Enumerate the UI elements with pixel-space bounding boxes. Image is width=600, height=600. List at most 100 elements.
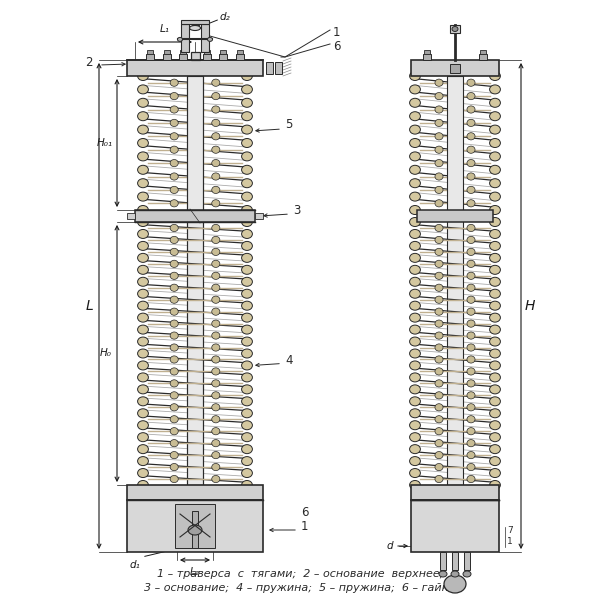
Ellipse shape [242, 112, 253, 121]
Ellipse shape [410, 125, 421, 134]
Ellipse shape [467, 260, 475, 268]
Ellipse shape [490, 397, 500, 406]
Bar [135, 210, 255, 222]
Bar [127, 60, 263, 76]
Ellipse shape [410, 337, 421, 346]
Ellipse shape [435, 332, 443, 339]
Ellipse shape [410, 481, 421, 490]
Ellipse shape [137, 217, 148, 226]
Ellipse shape [242, 373, 253, 382]
Ellipse shape [410, 277, 421, 286]
Ellipse shape [435, 296, 443, 304]
Ellipse shape [212, 160, 220, 167]
Ellipse shape [137, 337, 148, 346]
Ellipse shape [137, 98, 148, 107]
Bar [127, 213, 135, 219]
Ellipse shape [435, 224, 443, 232]
Ellipse shape [490, 385, 500, 394]
Ellipse shape [242, 421, 253, 430]
Ellipse shape [170, 463, 178, 470]
Ellipse shape [170, 332, 178, 339]
Ellipse shape [137, 165, 148, 174]
Ellipse shape [490, 179, 500, 188]
Bar [411, 500, 499, 552]
Ellipse shape [212, 308, 220, 315]
Ellipse shape [212, 380, 220, 387]
Ellipse shape [435, 272, 443, 280]
Ellipse shape [242, 217, 253, 226]
Text: 1: 1 [333, 26, 341, 40]
Bar [411, 60, 499, 76]
Ellipse shape [467, 119, 475, 127]
Text: L₁: L₁ [160, 24, 170, 34]
Ellipse shape [467, 368, 475, 375]
Ellipse shape [212, 186, 220, 193]
Ellipse shape [435, 200, 443, 207]
Ellipse shape [410, 152, 421, 161]
Ellipse shape [212, 146, 220, 153]
Bar [179, 54, 187, 60]
Ellipse shape [137, 85, 148, 94]
Ellipse shape [410, 373, 421, 382]
Ellipse shape [242, 457, 253, 466]
Ellipse shape [435, 186, 443, 193]
Bar [146, 54, 154, 60]
Text: 7: 7 [507, 526, 513, 535]
Ellipse shape [242, 229, 253, 238]
Ellipse shape [212, 119, 220, 127]
Text: H₀₁: H₀₁ [97, 138, 113, 148]
Ellipse shape [490, 139, 500, 148]
Ellipse shape [435, 248, 443, 256]
Ellipse shape [435, 404, 443, 411]
Ellipse shape [467, 186, 475, 193]
Ellipse shape [242, 301, 253, 310]
Ellipse shape [212, 173, 220, 180]
Ellipse shape [137, 325, 148, 334]
Ellipse shape [242, 71, 253, 80]
Ellipse shape [410, 139, 421, 148]
Ellipse shape [212, 296, 220, 304]
Ellipse shape [137, 112, 148, 121]
Ellipse shape [170, 320, 178, 327]
Bar [203, 54, 211, 60]
Ellipse shape [490, 265, 500, 274]
Ellipse shape [170, 475, 178, 482]
Bar [236, 54, 244, 60]
Ellipse shape [467, 160, 475, 167]
Ellipse shape [170, 416, 178, 423]
Ellipse shape [490, 421, 500, 430]
Ellipse shape [439, 571, 447, 577]
Ellipse shape [212, 248, 220, 256]
Bar [275, 62, 282, 74]
Ellipse shape [467, 296, 475, 304]
Ellipse shape [410, 469, 421, 478]
Bar [220, 50, 226, 54]
Ellipse shape [490, 152, 500, 161]
Ellipse shape [242, 265, 253, 274]
Ellipse shape [435, 344, 443, 351]
Bar [423, 54, 431, 60]
Ellipse shape [170, 248, 178, 256]
Ellipse shape [467, 308, 475, 315]
Text: 1: 1 [301, 520, 308, 533]
Ellipse shape [137, 125, 148, 134]
Bar [191, 24, 199, 25]
Ellipse shape [212, 452, 220, 459]
Ellipse shape [170, 440, 178, 447]
Ellipse shape [137, 421, 148, 430]
Ellipse shape [490, 98, 500, 107]
Ellipse shape [467, 92, 475, 100]
Text: d: d [386, 541, 393, 551]
Ellipse shape [444, 575, 466, 593]
Ellipse shape [490, 481, 500, 490]
Ellipse shape [435, 92, 443, 100]
Ellipse shape [212, 224, 220, 232]
Ellipse shape [467, 236, 475, 244]
Bar [266, 62, 273, 74]
Text: 1: 1 [507, 537, 513, 546]
Ellipse shape [212, 92, 220, 100]
Ellipse shape [467, 146, 475, 153]
Ellipse shape [212, 416, 220, 423]
Ellipse shape [467, 173, 475, 180]
Bar [127, 500, 263, 552]
